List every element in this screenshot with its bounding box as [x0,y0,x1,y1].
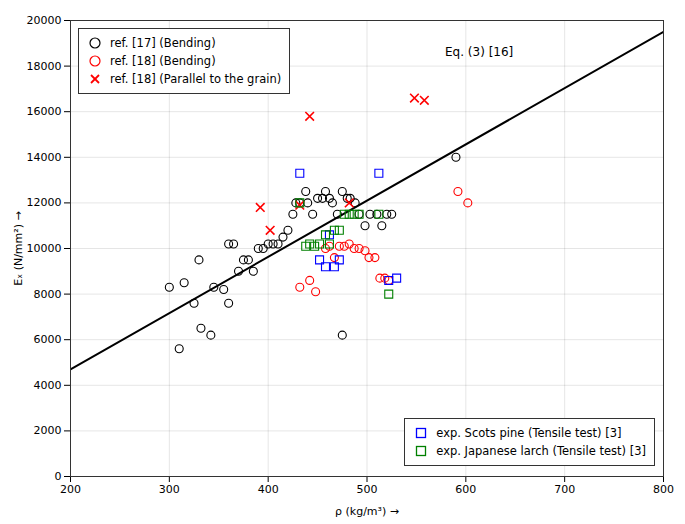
html-text:exp. Scots pine (Tensile test): exp. Scots pine (Tensile test) [3] [436,426,622,440]
svg-text:600: 600 [455,483,476,496]
svg-text:4000: 4000 [34,379,62,392]
svg-text:400: 400 [258,483,279,496]
html-text:ref. [18] (Parallel to the gra: ref. [18] (Parallel to the grain) [110,72,282,86]
svg-text:0: 0 [55,470,62,483]
svg-text:14000: 14000 [27,151,62,164]
svg-text:200: 200 [60,483,81,496]
svg-text:Eq. (3) [16]: Eq. (3) [16] [445,45,513,59]
svg-text:12000: 12000 [27,196,62,209]
svg-text:500: 500 [357,483,378,496]
svg-text:700: 700 [554,483,575,496]
html-text:ref. [18] (Bending): ref. [18] (Bending) [110,54,216,68]
svg-text:800: 800 [653,483,674,496]
svg-text:Eₓ (N/mm²) →: Eₓ (N/mm²) → [12,211,25,285]
svg-text:ρ (kg/m³) →: ρ (kg/m³) → [335,505,399,518]
svg-text:300: 300 [159,483,180,496]
html-text:exp. Japanese larch (Tensile t: exp. Japanese larch (Tensile test) [3] [436,444,646,458]
svg-text:2000: 2000 [34,424,62,437]
svg-text:16000: 16000 [27,105,62,118]
html-text:ref. [17] (Bending): ref. [17] (Bending) [110,36,216,50]
svg-text:6000: 6000 [34,333,62,346]
svg-text:20000: 20000 [27,14,62,27]
svg-text:8000: 8000 [34,288,62,301]
svg-text:18000: 18000 [27,60,62,73]
svg-text:10000: 10000 [27,242,62,255]
